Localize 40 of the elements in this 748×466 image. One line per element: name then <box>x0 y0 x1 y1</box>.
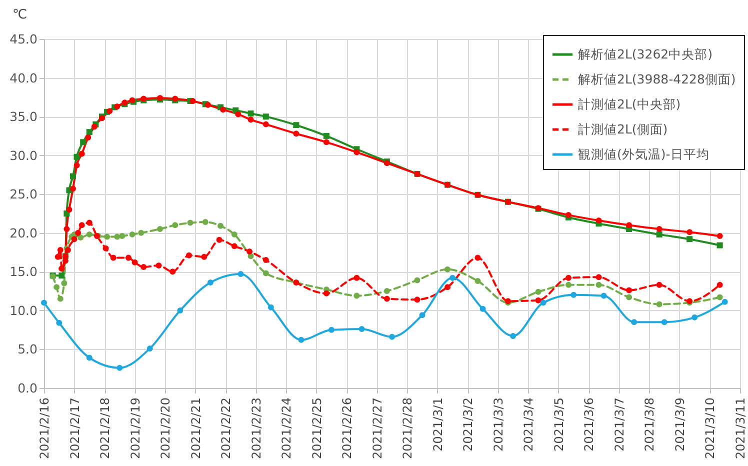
x-tick-label: 2021/2/27 <box>370 398 384 460</box>
x-tick-label: 2021/2/22 <box>219 398 234 460</box>
x-tick-label: 2021/3/9 <box>672 398 687 452</box>
x-tick-label: 2021/3/3 <box>491 398 506 452</box>
y-tick-label: 35.0 <box>10 109 38 124</box>
y-tick-label: 45.0 <box>10 32 38 46</box>
legend-label: 解析値2L(3988-4228側面) <box>578 72 736 86</box>
x-tick-label: 2021/2/25 <box>310 398 324 460</box>
x-tick-label: 2021/3/7 <box>612 398 626 452</box>
legend-label: 観測値(外気温)-日平均 <box>578 146 710 162</box>
x-tick-label: 2021/3/2 <box>461 398 476 452</box>
x-tick-label: 2021/2/26 <box>340 398 354 460</box>
y-tick-label: 5.0 <box>18 342 38 357</box>
y-tick-label: 30.0 <box>10 148 38 163</box>
legend-label: 解析値2L(3262中央部) <box>578 46 712 62</box>
y-tick-label: 25.0 <box>10 186 38 202</box>
x-tick-label: 2021/3/5 <box>552 398 566 452</box>
x-tick-label: 2021/2/24 <box>280 398 294 460</box>
x-tick-label: 2021/2/20 <box>158 398 173 460</box>
y-tick-label: 40.0 <box>10 70 38 86</box>
legend-label: 計測値2L(中央部) <box>578 96 681 112</box>
y-axis-title: ℃ <box>12 8 28 22</box>
x-tick-label: 2021/2/18 <box>98 398 112 460</box>
legend-label: 計測値2L(側面) <box>578 122 668 136</box>
y-tick-label: 0.0 <box>18 380 38 396</box>
x-tick-label: 2021/3/6 <box>582 398 596 452</box>
x-tick-label: 2021/2/19 <box>128 398 142 460</box>
x-tick-label: 2021/2/21 <box>188 398 203 460</box>
x-tick-label: 2021/2/17 <box>68 398 82 460</box>
x-tick-label: 2021/3/8 <box>642 398 657 452</box>
x-tick-label: 2021/3/4 <box>522 398 536 452</box>
y-tick-label: 10.0 <box>10 302 38 318</box>
y-tick-label: 20.0 <box>10 225 38 240</box>
x-tick-label: 2021/2/23 <box>249 398 264 460</box>
y-tick-label: 15.0 <box>10 264 38 280</box>
x-tick-label: 2021/3/10 <box>703 398 718 460</box>
x-tick-label: 2021/3/11 <box>734 398 748 460</box>
x-tick-label: 2021/2/28 <box>400 398 415 460</box>
x-tick-label: 2021/2/16 <box>38 398 52 460</box>
x-tick-label: 2021/3/1 <box>430 398 445 452</box>
